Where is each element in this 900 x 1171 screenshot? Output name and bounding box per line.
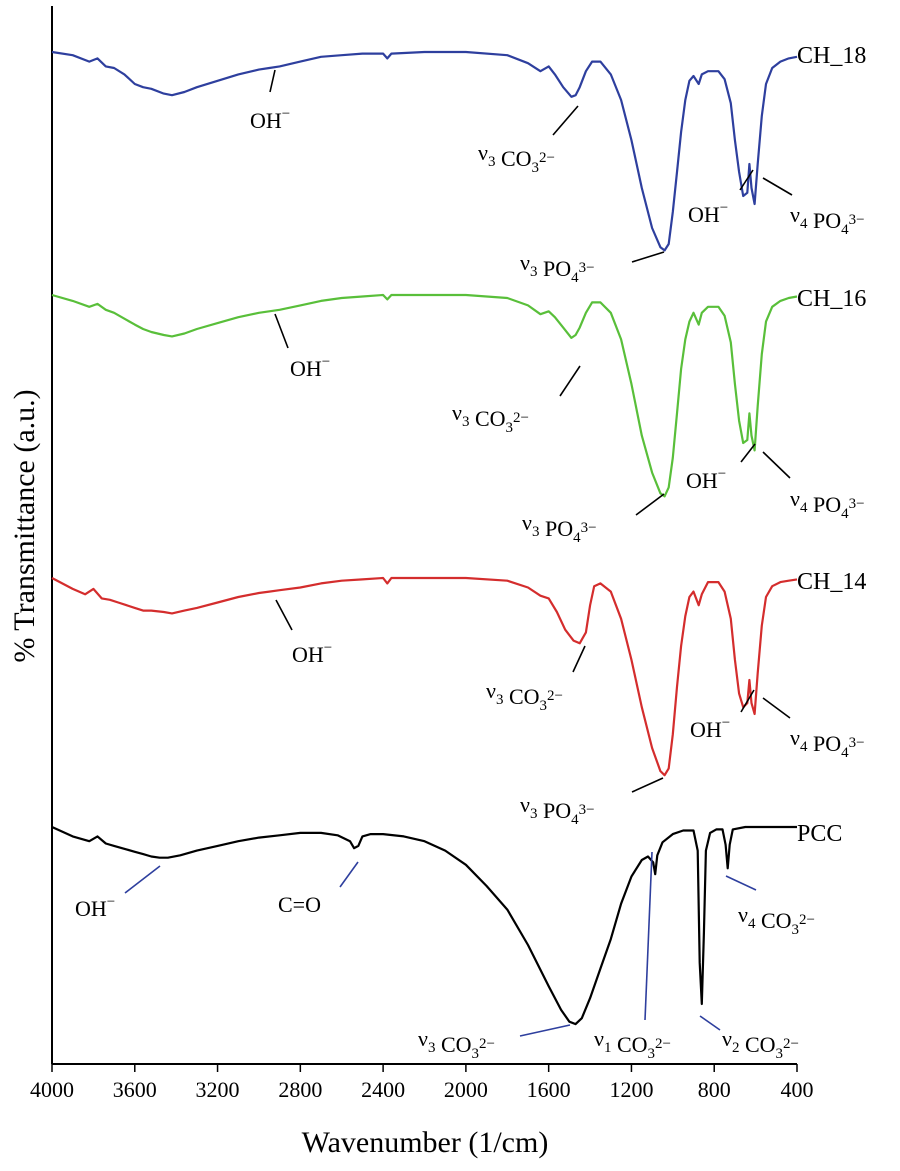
ann-ch14-oh2: OH− (690, 715, 730, 742)
x-tick-label-2400: 2400 (361, 1077, 405, 1102)
leader-ch16-v4po4 (762, 451, 791, 479)
leader-pcc-v4co3 (725, 875, 757, 891)
leader-pcc-v3co3 (519, 1024, 571, 1037)
ann-ch16-oh2: OH− (686, 466, 726, 493)
x-tick-label-3600: 3600 (113, 1077, 157, 1102)
x-tick-label-2000: 2000 (444, 1077, 488, 1102)
ann-ch14-oh: OH− (292, 640, 332, 667)
ann-pcc-co: C=O (278, 892, 321, 917)
x-tick-label-1200: 1200 (609, 1077, 653, 1102)
ann-ch18-oh2: OH− (688, 200, 728, 227)
leader-ch14-oh (275, 599, 293, 631)
leader-ch18-oh2 (739, 169, 754, 191)
ann-ch14-v4po4: ν4 PO43− (790, 725, 865, 761)
leader-ch18-v3co3 (552, 105, 579, 136)
leader-ch14-v3co3 (572, 645, 586, 673)
leader-ch14-v3po4 (631, 777, 664, 793)
ann-pcc-oh: OH− (75, 894, 115, 921)
ann-ch16-v3co3: ν3 CO32− (452, 400, 529, 436)
ann-pcc-v1co3: ν1 CO32− (594, 1026, 671, 1062)
leader-ch18-oh (269, 69, 276, 93)
x-tick-label-1600: 1600 (527, 1077, 571, 1102)
leader-ch18-v4po4 (762, 177, 793, 196)
series-label-ch-14: CH_14 (797, 569, 866, 595)
leader-ch16-oh2 (740, 443, 756, 463)
ann-ch16-oh: OH− (290, 354, 330, 381)
series-label-ch-18: CH_18 (797, 43, 866, 69)
series-label-pcc: PCC (797, 821, 842, 847)
ann-ch14-v3co3: ν3 CO32− (486, 678, 563, 714)
x-axis-title: Wavenumber (1/cm) (302, 1126, 549, 1159)
plot-frame (51, 6, 797, 1065)
spectrum-ch-16 (51, 293, 798, 498)
leader-ch16-v3po4 (635, 493, 665, 516)
spectrum-ch-14 (51, 576, 798, 777)
ann-ch18-v3po4: ν3 PO43− (520, 250, 595, 286)
y-axis-title: % Transmittance (a.u.) (8, 389, 41, 662)
x-tick-label-4000: 4000 (30, 1077, 74, 1102)
annotations: OH− ν3 CO32− ν3 PO43− OH− ν4 PO43− OH− ν3 CO32… (75, 69, 865, 1062)
x-tick-label-800: 800 (698, 1077, 731, 1102)
leader-pcc-oh (124, 865, 161, 894)
ann-ch18-v4po4: ν4 PO43− (790, 202, 865, 238)
leader-ch18-v3po4 (631, 251, 665, 263)
leader-ch14-v4po4 (762, 697, 791, 719)
leader-ch14-oh2 (740, 689, 755, 713)
ann-pcc-v4co3: ν4 CO32− (738, 902, 815, 938)
x-tick-label-2800: 2800 (278, 1077, 322, 1102)
spectra: CH_18 CH_16 CH_14 PCC (51, 43, 866, 1026)
ann-ch18-v3co3: ν3 CO32− (478, 140, 555, 176)
spectrum-pcc (51, 825, 797, 1026)
ann-ch18-oh: OH− (250, 106, 290, 133)
leader-pcc-co (339, 861, 359, 888)
spectrum-ch-18 (51, 50, 798, 252)
ann-ch14-v3po4: ν3 PO43− (520, 792, 595, 828)
leader-ch16-oh (274, 313, 289, 349)
ann-ch16-v3po4: ν3 PO43− (522, 510, 597, 546)
ann-ch16-v4po4: ν4 PO43− (790, 486, 865, 522)
ann-pcc-v3co3: ν3 CO32− (418, 1026, 495, 1062)
leader-ch16-v3co3 (559, 365, 581, 397)
ann-pcc-v2co3: ν2 CO32− (722, 1026, 799, 1062)
leader-pcc-v1co3 (644, 851, 653, 1021)
x-axis-ticks: 4000 3600 3200 2800 2400 2000 1600 1200 800 400 (30, 1064, 814, 1102)
x-tick-label-3200: 3200 (196, 1077, 240, 1102)
leader-pcc-v2co3 (699, 1015, 721, 1031)
series-label-ch-16: CH_16 (797, 286, 866, 312)
x-tick-label-400: 400 (781, 1077, 814, 1102)
